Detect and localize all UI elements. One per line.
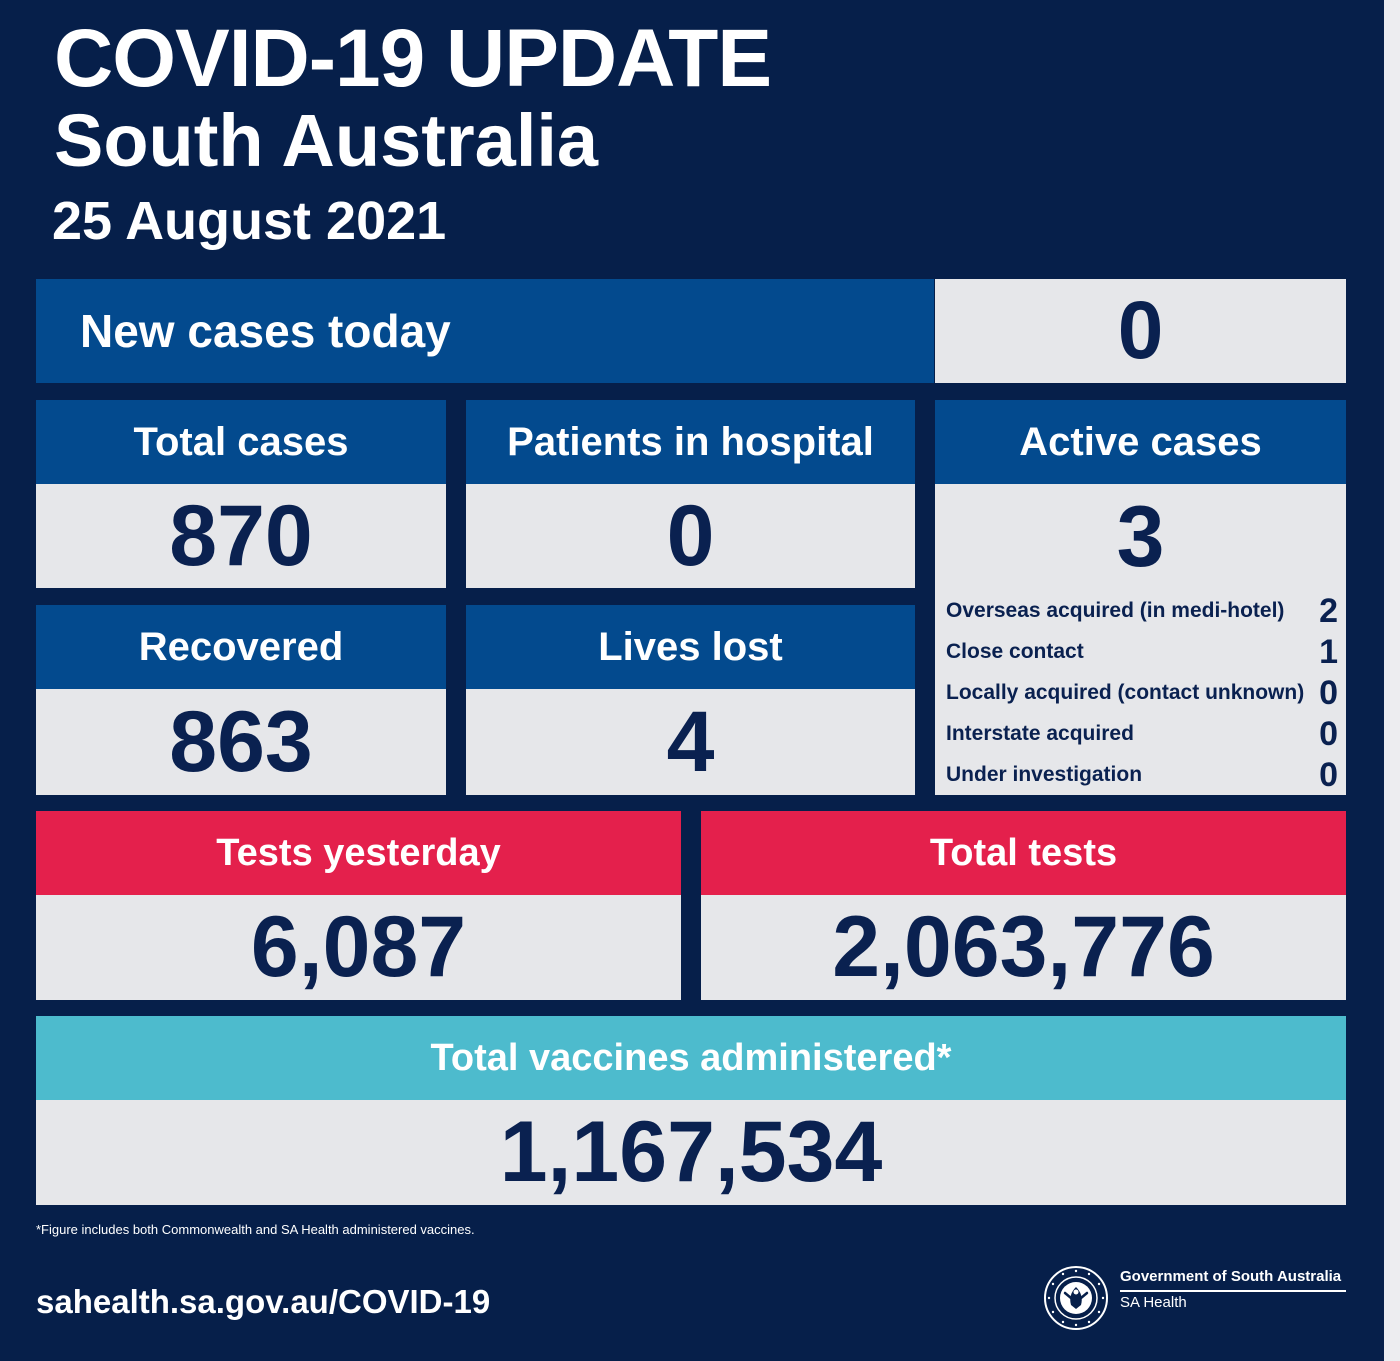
- list-item: Locally acquired (contact unknown) 0: [946, 674, 1338, 712]
- active-cases-value: 3: [935, 484, 1346, 590]
- breakdown-value: 2: [1319, 591, 1338, 630]
- government-divider: [1120, 1290, 1346, 1292]
- tests-yesterday-label: Tests yesterday: [36, 811, 681, 895]
- breakdown-value: 0: [1319, 673, 1338, 712]
- breakdown-value: 1: [1319, 632, 1338, 671]
- total-tests-value: 2,063,776: [701, 895, 1346, 1000]
- list-item: Under investigation 0: [946, 756, 1338, 794]
- breakdown-label: Locally acquired (contact unknown): [946, 681, 1305, 704]
- page-subtitle: South Australia: [54, 99, 599, 182]
- list-item: Interstate acquired 0: [946, 715, 1338, 753]
- page-title: COVID-19 UPDATE: [54, 13, 772, 104]
- active-cases-label: Active cases: [935, 400, 1346, 484]
- sa-government-emblem-icon: [1044, 1266, 1108, 1330]
- new-cases-value: 0: [935, 279, 1346, 383]
- breakdown-label: Close contact: [946, 640, 1084, 663]
- breakdown-value: 0: [1319, 714, 1338, 753]
- vaccine-footnote: *Figure includes both Commonwealth and S…: [36, 1222, 475, 1237]
- website-url: sahealth.sa.gov.au/COVID-19: [36, 1283, 491, 1320]
- active-cases-breakdown: Overseas acquired (in medi-hotel) 2 Clos…: [935, 590, 1346, 795]
- total-tests-label: Total tests: [701, 811, 1346, 895]
- breakdown-value: 0: [1319, 755, 1338, 794]
- lives-lost-value: 4: [466, 689, 915, 795]
- vaccines-label: Total vaccines administered*: [36, 1016, 1346, 1100]
- breakdown-label: Overseas acquired (in medi-hotel): [946, 599, 1285, 622]
- patients-in-hospital-label: Patients in hospital: [466, 400, 915, 484]
- recovered-label: Recovered: [36, 605, 446, 689]
- screen-edge-strip: [1384, 0, 1400, 1361]
- list-item: Close contact 1: [946, 633, 1338, 671]
- breakdown-label: Interstate acquired: [946, 722, 1134, 745]
- breakdown-label: Under investigation: [946, 763, 1143, 786]
- tests-yesterday-value: 6,087: [36, 895, 681, 1000]
- government-subtitle: SA Health: [1120, 1294, 1187, 1311]
- list-item: Overseas acquired (in medi-hotel) 2: [946, 592, 1338, 630]
- new-cases-label: New cases today: [36, 279, 934, 383]
- patients-in-hospital-value: 0: [466, 484, 915, 588]
- report-date: 25 August 2021: [52, 191, 447, 251]
- government-title: Government of South Australia: [1120, 1268, 1342, 1285]
- lives-lost-label: Lives lost: [466, 605, 915, 689]
- recovered-value: 863: [36, 689, 446, 795]
- total-cases-label: Total cases: [36, 400, 446, 484]
- vaccines-value: 1,167,534: [36, 1100, 1346, 1205]
- total-cases-value: 870: [36, 484, 446, 588]
